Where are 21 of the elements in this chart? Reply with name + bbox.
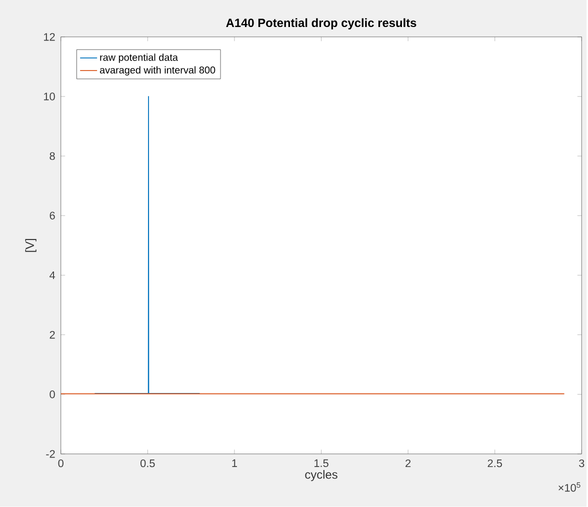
y-tick-label: 2 [50,331,55,339]
x-tick-label: 0.5 [140,460,155,468]
y-tick-label: 0 [50,390,55,398]
x-tick-label: 2.5 [488,460,502,468]
y-tick-label: 12 [44,33,55,41]
chart-title: A140 Potential drop cyclic results [226,18,416,30]
y-tick-label: -2 [46,450,55,458]
y-tick-label: 8 [50,152,55,160]
x-tick-label: 1.5 [314,460,328,468]
x-tick-label: 1 [232,460,237,468]
y-tick-label: 6 [50,212,55,220]
y-axis-title: [V] [25,239,36,252]
x-axis-title: cycles [305,470,338,482]
x-tick-label: 0 [58,460,64,468]
x-tick-label: 3 [579,460,584,468]
y-tick-label: 10 [44,92,55,100]
x-tick-label: 2 [406,460,411,468]
legend-label: raw potential data [100,54,178,63]
legend-label: avaraged with interval 800 [100,66,216,76]
text: ×10$^{5}$ [558,482,580,492]
y-tick-label: 4 [50,272,56,280]
